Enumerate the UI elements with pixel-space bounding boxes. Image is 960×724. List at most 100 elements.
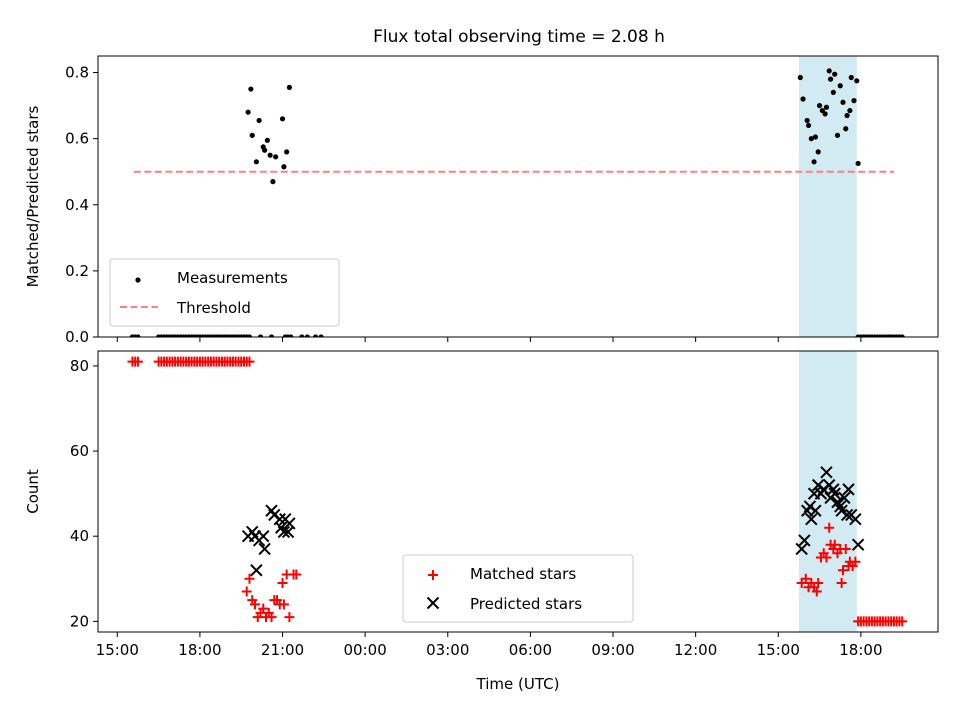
- legend-label-threshold: Threshold: [176, 299, 251, 317]
- y-tick-label: 80: [70, 357, 89, 375]
- measurement-point: [267, 152, 273, 158]
- measurement-point: [312, 334, 319, 337]
- matched-star-point: [244, 356, 255, 367]
- y-tick-label: 0.8: [65, 64, 89, 82]
- predicted-star-point: [840, 508, 854, 522]
- measurement-point: [837, 83, 843, 89]
- plot-area: [127, 356, 908, 627]
- measurement-point: [822, 111, 828, 117]
- measurement-point: [135, 334, 141, 337]
- y-tick-label: 0.2: [65, 262, 89, 280]
- y-tick-label: 20: [70, 612, 89, 630]
- matched-star-point: [897, 616, 908, 627]
- measurement-point: [279, 116, 286, 122]
- matched-star-point: [829, 539, 840, 550]
- measurement-point: [268, 334, 275, 337]
- measurement-point: [832, 71, 838, 77]
- axes-frame: [97, 55, 939, 338]
- predicted-star-point: [828, 487, 841, 500]
- y-tick-label: 40: [70, 527, 89, 545]
- measurement-point: [830, 89, 836, 95]
- legend-marker-measurements: [135, 277, 141, 283]
- measurement-point: [843, 126, 849, 132]
- measurement-point: [844, 112, 850, 119]
- predicted-star-point: [849, 512, 862, 526]
- predicted-star-point: [795, 542, 808, 556]
- predicted-star-point: [258, 542, 271, 556]
- measurement-point: [826, 68, 832, 74]
- measurement-point: [249, 132, 255, 138]
- matched-star-point: [132, 356, 143, 367]
- y-tick-label: 0.6: [65, 130, 89, 148]
- predicted-star-point: [820, 466, 833, 479]
- matched-star-point: [266, 612, 277, 623]
- measurement-point: [284, 149, 290, 155]
- matched-star-point: [241, 586, 252, 597]
- x-tick-label: 21:00: [261, 641, 304, 659]
- legend: Matched stars Predicted stars: [402, 554, 634, 623]
- measurement-point: [847, 107, 853, 114]
- y-axis-label: Count: [24, 469, 42, 514]
- predicted-star-point: [851, 538, 865, 551]
- predicted-star-point: [798, 534, 811, 547]
- legend-box: [402, 554, 634, 623]
- x-tick-label: 12:00: [674, 641, 717, 659]
- matched-star-point: [249, 599, 260, 610]
- y-tick-label: 0.4: [65, 196, 89, 214]
- predicted-star-point: [842, 483, 855, 496]
- measurement-point: [815, 149, 821, 155]
- measurement-point: [816, 102, 823, 109]
- axes-frame: [97, 350, 939, 633]
- x-tick-label: 09:00: [591, 641, 634, 659]
- x-tick-label: 15:00: [757, 641, 800, 659]
- matched-star-point: [813, 578, 824, 589]
- predicted-star-point: [250, 564, 263, 577]
- measurement-point: [256, 117, 262, 124]
- predicted-star-point: [805, 512, 818, 526]
- matched-star-point: [824, 522, 835, 533]
- measurement-point: [246, 334, 253, 337]
- highlight-span: [798, 56, 857, 337]
- x-axis-label: Time (UTC): [476, 675, 560, 693]
- measurement-point: [286, 84, 293, 91]
- x-tick-label: 00:00: [344, 641, 387, 659]
- matched-star-point: [277, 578, 288, 589]
- figure-title: Flux total observing time = 2.08 h: [373, 27, 665, 47]
- predicted-star-point: [827, 483, 840, 496]
- predicted-star-point: [834, 500, 847, 513]
- measurement-point: [257, 334, 264, 337]
- measurement-point: [840, 99, 846, 105]
- measurement-point: [823, 104, 830, 110]
- matched-star-point: [837, 565, 848, 576]
- matched-star-point: [836, 578, 847, 589]
- measurement-point: [899, 334, 905, 337]
- measurement-point: [854, 78, 860, 84]
- y-tick-label: 60: [70, 442, 89, 460]
- count-panel: 20 40 60 80 15:00 18:00 21:00 00:00 03:00 06:00 09…: [24, 350, 939, 693]
- measurement-point: [797, 74, 803, 81]
- measurement-point: [270, 179, 276, 185]
- measurement-point: [808, 136, 814, 142]
- x-tick-label: 15:00: [96, 641, 139, 659]
- predicted-star-point: [838, 491, 851, 505]
- legend-marker-matched: [428, 570, 438, 580]
- legend-marker-predicted: [426, 596, 440, 610]
- matched-star-point: [244, 573, 255, 584]
- matched-star-point: [811, 586, 822, 597]
- measurement-point: [299, 334, 305, 337]
- matched-star-point: [291, 569, 302, 580]
- legend-box: [109, 258, 340, 327]
- measurement-point: [811, 159, 817, 165]
- measurement-point: [812, 134, 819, 140]
- plot-area: [129, 68, 905, 337]
- matched-star-point: [258, 603, 269, 614]
- x-tick-label: 06:00: [509, 641, 552, 659]
- measurement-point: [827, 76, 834, 82]
- x-tick-label: 18:00: [178, 641, 221, 659]
- legend: Measurements Threshold: [109, 258, 340, 327]
- predicted-star-point: [809, 504, 822, 517]
- x-tick-label: 18:00: [839, 641, 882, 659]
- y-axis-label: Matched/Predicted stars: [24, 106, 42, 288]
- matched-star-point: [278, 599, 289, 610]
